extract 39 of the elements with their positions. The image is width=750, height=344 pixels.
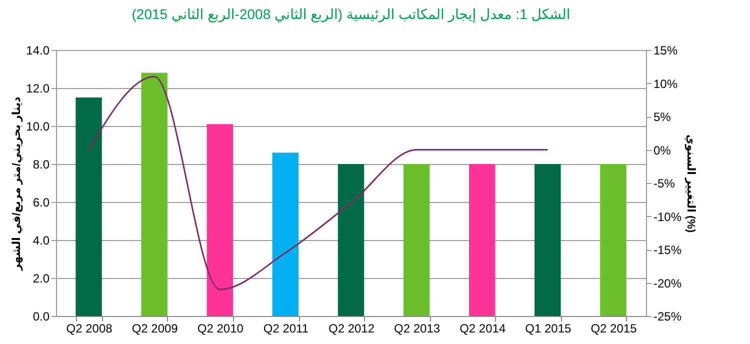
y-tick-label: 14.0	[26, 44, 50, 58]
x-tick-label: Q2 2011	[263, 322, 309, 336]
y2-axis-title: التغيير السنوي (%)	[684, 134, 697, 233]
bar	[76, 98, 102, 316]
y2-tick-label: -25%	[654, 310, 682, 324]
bar	[141, 72, 168, 316]
y2-tick-label: -10%	[654, 210, 682, 224]
y2-tick-label: 5%	[654, 110, 672, 124]
y-tick-label: 4.0	[32, 234, 50, 248]
y-tick-label: 0.0	[32, 310, 50, 324]
bar	[338, 164, 364, 316]
x-tick-label: Q1 2015	[525, 322, 572, 336]
bar	[534, 164, 561, 316]
bar	[206, 124, 233, 316]
x-tick-label: Q2 2008	[66, 322, 113, 336]
bar	[469, 164, 496, 316]
y-tick-label: 8.0	[32, 158, 50, 172]
x-tick-label: Q2 2012	[328, 322, 375, 336]
y2-tick-label: 10%	[654, 76, 678, 91]
y-axis-title: دينار بحريني/متر مربع/في الشهر	[11, 96, 24, 272]
y2-tick-label: -15%	[654, 243, 682, 257]
bar	[600, 164, 626, 316]
x-tick-label: Q2 2014	[460, 322, 506, 336]
y2-tick-label: 15%	[654, 44, 678, 58]
y-tick-label: 2.0	[32, 272, 50, 286]
bar	[272, 152, 299, 316]
y2-tick-label: -20%	[654, 276, 682, 290]
x-tick-label: Q2 2009	[132, 322, 178, 336]
y-tick-label: 6.0	[32, 196, 50, 210]
y-tick-label: 12.0	[26, 82, 50, 96]
x-tick-label: Q2 2015	[590, 322, 638, 336]
bar	[403, 164, 430, 316]
chart-title: الشكل 1: معدل إيجار المكاتب الرئيسية (الربع الثاني 2008-الربع الثاني 2015)	[132, 6, 570, 23]
x-tick-label: Q2 2013	[394, 322, 440, 336]
y-tick-label: 10.0	[26, 120, 50, 134]
line-series	[88, 76, 548, 290]
y2-tick-label: 0%	[654, 143, 672, 158]
x-tick-label: Q2 2010	[197, 322, 244, 336]
y2-tick-label: -5%	[654, 176, 676, 190]
